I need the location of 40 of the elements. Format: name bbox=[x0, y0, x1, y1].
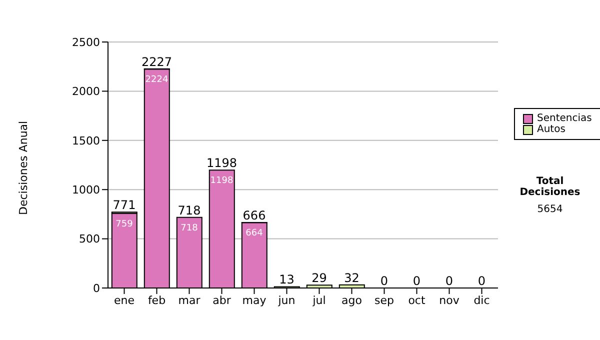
total-label: 2227 bbox=[141, 54, 172, 69]
text: 5654 bbox=[536, 204, 564, 215]
y-tick-label: 2000 bbox=[72, 85, 100, 98]
y-tick-label: 500 bbox=[79, 232, 100, 246]
total-label: 0 bbox=[412, 274, 421, 288]
total-label: 771 bbox=[112, 198, 136, 212]
x-tick-label: mar bbox=[178, 294, 201, 307]
y-tick-label: 1000 bbox=[72, 184, 100, 197]
total-label: 666 bbox=[242, 208, 266, 222]
legend-label: Autos bbox=[537, 124, 566, 135]
x-tick-label: sep bbox=[374, 294, 394, 307]
x-tick-label: nov bbox=[439, 294, 460, 307]
data-label: 664 bbox=[246, 228, 264, 239]
y-tick-label: 1500 bbox=[72, 134, 100, 148]
x-tick-label: feb bbox=[148, 294, 166, 307]
x-tick-label: jun bbox=[277, 294, 296, 307]
x-tick-label: abr bbox=[212, 294, 232, 307]
data-label: 1198 bbox=[210, 176, 234, 186]
x-tick-label: ago bbox=[342, 294, 362, 307]
x-tick-label: dic bbox=[474, 294, 490, 307]
total-label: 0 bbox=[380, 274, 388, 288]
y-tick-label: 0 bbox=[93, 282, 100, 295]
x-tick-label: jul bbox=[312, 294, 326, 307]
x-tick-label: may bbox=[242, 294, 267, 307]
total-label: 13 bbox=[279, 272, 294, 287]
y-axis-title: Decisiones Anual bbox=[16, 120, 30, 215]
text: Total Decisiones bbox=[518, 176, 582, 198]
total-label: 29 bbox=[312, 271, 327, 286]
x-tick-label: ene bbox=[114, 294, 135, 307]
total-label: 1198 bbox=[206, 156, 238, 170]
total-label: 32 bbox=[344, 270, 360, 285]
total-label: 0 bbox=[445, 274, 454, 288]
data-label: 718 bbox=[180, 223, 198, 234]
x-tick-label: oct bbox=[408, 294, 426, 307]
total-label: 718 bbox=[178, 203, 201, 218]
legend-label: Sentencias bbox=[537, 113, 592, 124]
y-tick-label: 2500 bbox=[72, 36, 100, 49]
data-label: 2224 bbox=[145, 75, 168, 86]
total-label: 0 bbox=[478, 274, 486, 288]
data-label: 759 bbox=[116, 219, 134, 230]
